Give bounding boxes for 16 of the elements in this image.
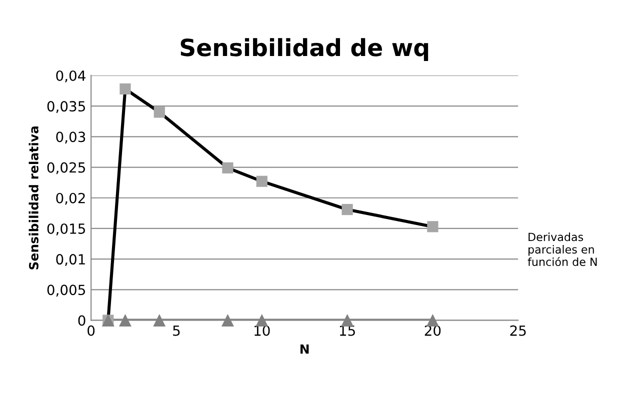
text: Derivadas parciales en función de N [528,232,597,266]
y-tick-label: 0,02 [56,192,85,205]
y-tick-label: 0,01 [56,254,85,266]
y-tick-label: 0 [78,315,86,326]
y-tick-label: 0,04 [56,70,86,82]
x-tick-label: 25 [510,325,526,336]
y-tick-label: 0,025 [47,162,85,174]
y-tick-label: 0,005 [47,284,85,297]
x-tick-label: 0 [88,325,95,336]
chart-title: Sensibilidad de wq [180,38,428,61]
x-tick-label: 5 [173,326,180,336]
y-axis-title: Sensibilidad relativa [28,126,38,270]
y-tick-label: 0,03 [56,132,86,144]
y-tick-label: 0,015 [47,223,85,236]
y-tick-label: 0,035 [47,101,85,113]
x-axis-title: N [300,344,309,354]
